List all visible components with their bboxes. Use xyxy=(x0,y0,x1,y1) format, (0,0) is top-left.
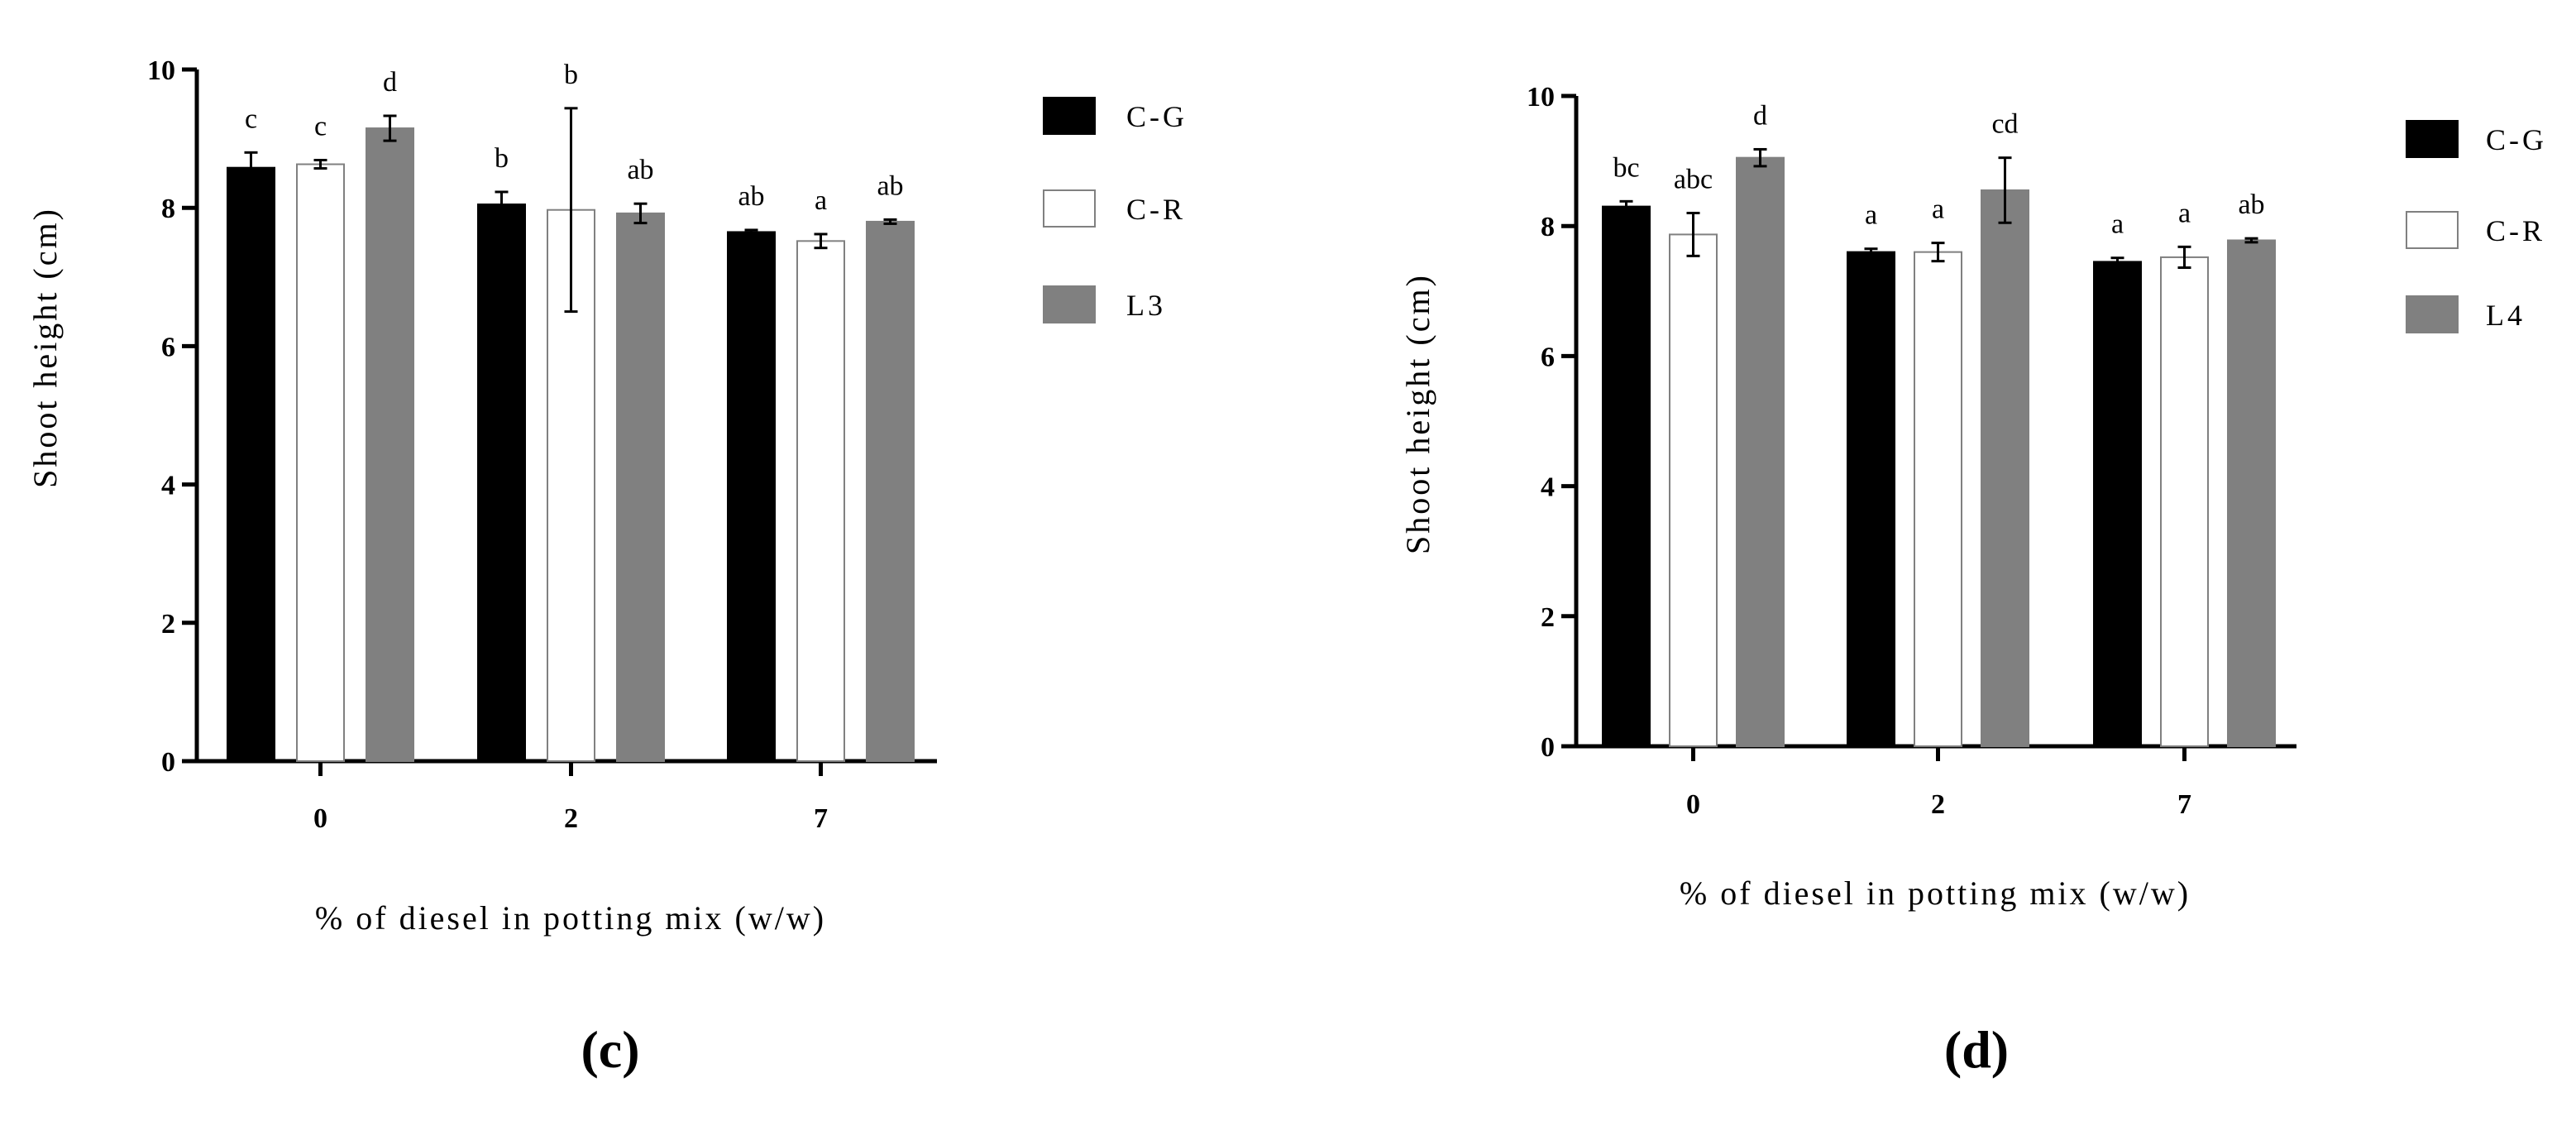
significance-letter: abc xyxy=(1674,164,1713,194)
y-tick-label: 8 xyxy=(1541,212,1555,242)
bar xyxy=(2227,239,2276,747)
x-tick-label: 2 xyxy=(564,803,578,834)
significance-letter: b xyxy=(564,60,578,90)
bar xyxy=(366,127,414,762)
significance-letter: cd xyxy=(1991,109,2018,140)
bar xyxy=(2093,261,2142,747)
significance-letter: a xyxy=(1932,194,1944,225)
y-tick-label: 2 xyxy=(161,609,175,640)
panel-label: (c) xyxy=(581,1020,639,1079)
x-tick-label: 2 xyxy=(1931,789,1945,820)
significance-letter: bc xyxy=(1613,152,1639,183)
bar xyxy=(866,220,915,763)
y-tick-label: 6 xyxy=(161,332,175,362)
legend-label: C-R xyxy=(1126,193,1186,226)
significance-letter: ab xyxy=(2238,189,2264,220)
y-tick-label: 4 xyxy=(1541,472,1555,503)
significance-letter: d xyxy=(1753,100,1767,131)
significance-letter: c xyxy=(314,112,327,142)
legend-label: C-G xyxy=(2486,123,2547,156)
significance-letter: ab xyxy=(877,170,903,201)
bar xyxy=(296,163,345,763)
significance-letter: b xyxy=(495,143,509,174)
bar xyxy=(227,166,275,763)
legend-swatch xyxy=(1043,189,1096,228)
legend-label: C-R xyxy=(2486,214,2545,247)
y-tick-label: 10 xyxy=(1527,82,1555,113)
x-tick-label: 0 xyxy=(313,803,327,834)
y-tick-label: 10 xyxy=(147,55,175,86)
y-tick-label: 0 xyxy=(1541,732,1555,763)
y-axis-title: Shoot height (cm) xyxy=(26,207,64,488)
legend-label: L3 xyxy=(1126,289,1166,322)
x-tick-label: 7 xyxy=(2177,789,2191,820)
legend-swatch xyxy=(2406,120,2459,158)
legend-swatch xyxy=(1043,97,1096,135)
panel-label: (d) xyxy=(1944,1020,2009,1079)
legend-label: C-G xyxy=(1126,100,1188,133)
bar xyxy=(1981,189,2029,748)
bar xyxy=(1669,233,1718,747)
y-tick-label: 6 xyxy=(1541,342,1555,372)
bar xyxy=(1914,251,1962,747)
significance-letter: a xyxy=(2178,198,2191,228)
legend-label: L4 xyxy=(2486,299,2526,332)
bar xyxy=(796,240,845,762)
x-tick-label: 0 xyxy=(1686,789,1700,820)
significance-letter: d xyxy=(383,67,397,98)
significance-letter: a xyxy=(815,185,827,216)
bar xyxy=(477,204,526,762)
x-tick-label: 7 xyxy=(814,803,828,834)
significance-letter: a xyxy=(2111,209,2124,240)
legend-swatch xyxy=(2406,295,2459,333)
significance-letter: ab xyxy=(738,181,764,212)
significance-letter: c xyxy=(245,103,257,134)
bar xyxy=(1736,156,1785,748)
y-tick-label: 4 xyxy=(161,471,175,501)
bar xyxy=(1847,251,1895,747)
chart-panel-c: 0 2 4 6 8 10 Shoot height (cm) % of diesel in p… xyxy=(26,55,1188,1079)
y-tick-label: 8 xyxy=(161,194,175,224)
bar xyxy=(727,231,776,762)
y-tick-label: 0 xyxy=(161,747,175,778)
legend-swatch xyxy=(1043,285,1096,323)
significance-letter: a xyxy=(1865,200,1877,231)
bar xyxy=(616,212,665,762)
x-axis-title: % of diesel in potting mix (w/w) xyxy=(1680,874,2191,912)
bar xyxy=(2160,256,2209,748)
legend-swatch xyxy=(2406,211,2459,249)
x-axis-title: % of diesel in potting mix (w/w) xyxy=(315,899,826,937)
significance-letter: ab xyxy=(627,155,653,185)
y-axis-title: Shoot height (cm) xyxy=(1399,273,1436,554)
y-tick-label: 2 xyxy=(1541,602,1555,633)
chart-panel-d: 0 2 4 6 8 10 Shoot height (cm) % of diesel in p… xyxy=(1399,82,2547,1079)
bar xyxy=(1602,205,1651,747)
